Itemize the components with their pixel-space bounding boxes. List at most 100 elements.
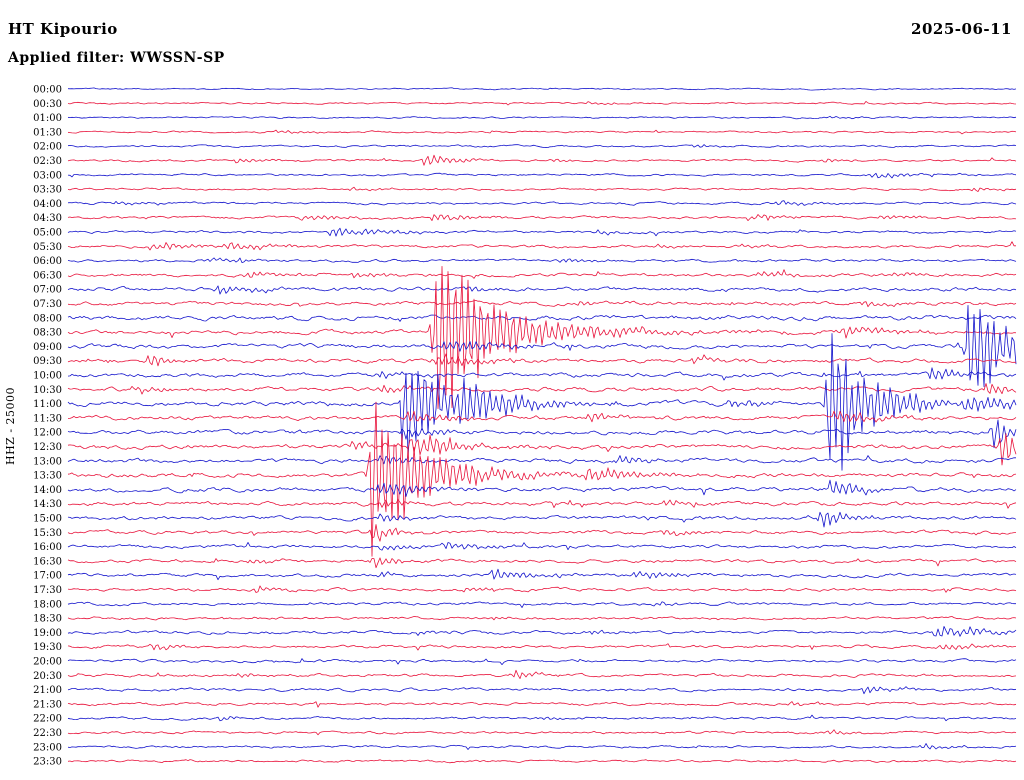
seismogram-trace [67, 144, 1017, 149]
seismogram-trace [67, 669, 1017, 679]
seismogram-trace [67, 129, 1017, 135]
seismogram-trace [67, 626, 1017, 637]
seismogram-trace [67, 568, 1017, 581]
seismogram-trace [67, 643, 1016, 651]
station-title: HT Kipourio [8, 20, 118, 38]
seismogram-trace [67, 186, 1017, 193]
seismogram-trace [67, 686, 1017, 695]
row-time-label: 04:30 [33, 213, 62, 224]
row-time-label: 13:00 [33, 456, 62, 467]
seismogram-trace [67, 401, 1017, 557]
seismogram-trace [67, 419, 1017, 449]
seismogram-trace [67, 511, 1017, 528]
row-time-label: 23:30 [33, 757, 62, 768]
row-time-label: 04:00 [33, 199, 62, 210]
row-time-label: 16:30 [33, 556, 62, 567]
seismogram-trace [67, 383, 1017, 395]
seismogram-trace [67, 759, 1017, 764]
row-time-label: 23:00 [33, 742, 62, 753]
row-time-label: 08:30 [33, 328, 62, 339]
row-time-label: 13:30 [33, 471, 62, 482]
row-time-label: 05:30 [33, 242, 62, 253]
row-time-label: 16:00 [33, 542, 62, 553]
row-time-label: 02:00 [33, 142, 62, 153]
row-time-label: 05:00 [33, 228, 62, 239]
row-time-label: 07:00 [33, 285, 62, 296]
seismogram-trace [67, 743, 1017, 750]
row-time-label: 03:00 [33, 170, 62, 181]
row-time-label: 06:00 [33, 256, 62, 267]
row-time-label: 00:30 [33, 99, 62, 110]
row-time-label: 15:00 [33, 514, 62, 525]
seismogram-trace [67, 729, 1017, 736]
row-time-label: 15:30 [33, 528, 62, 539]
row-time-label: 17:00 [33, 571, 62, 582]
seismogram-trace [67, 585, 1017, 593]
seismogram-trace [67, 172, 1017, 179]
seismogram-trace [67, 87, 1017, 91]
row-time-label: 14:00 [33, 485, 62, 496]
seismogram-trace [67, 524, 1016, 542]
seismogram-trace [67, 499, 1017, 509]
row-time-label: 22:30 [33, 728, 62, 739]
row-time-label: 09:30 [33, 356, 62, 367]
row-time-label: 17:30 [33, 585, 62, 596]
row-time-label: 22:00 [33, 714, 62, 725]
seismogram-trace [67, 214, 1017, 222]
row-time-label: 11:30 [33, 413, 62, 424]
date-label: 2025-06-11 [911, 20, 1012, 38]
seismogram-trace [67, 101, 1017, 106]
seismogram-trace [67, 658, 1017, 665]
seismogram-trace [67, 115, 1017, 120]
seismogram-trace [67, 241, 1016, 251]
seismogram-trace [67, 410, 1017, 423]
row-time-label: 19:30 [33, 642, 62, 653]
row-time-label: 20:00 [33, 657, 62, 668]
row-time-label: 14:30 [33, 499, 62, 510]
row-time-label: 01:30 [33, 127, 62, 138]
seismogram-trace [67, 200, 1017, 206]
seismogram-trace [67, 542, 1017, 551]
seismogram-trace [67, 353, 1016, 367]
row-time-label: 10:30 [33, 385, 62, 396]
seismogram-trace [67, 300, 1017, 308]
row-time-label: 09:00 [33, 342, 62, 353]
filter-label: Applied filter: WWSSN-SP [8, 50, 225, 66]
seismogram-trace [67, 269, 1017, 279]
seismogram-trace [67, 433, 1017, 466]
row-time-label: 08:00 [33, 313, 62, 324]
seismogram-trace [67, 616, 1017, 621]
row-time-label: 21:30 [33, 699, 62, 710]
seismogram-trace [67, 304, 1017, 388]
row-time-label: 10:00 [33, 371, 62, 382]
row-time-label: 01:00 [33, 113, 62, 124]
row-time-label: 18:00 [33, 599, 62, 610]
seismogram-trace [67, 701, 1017, 708]
row-time-label: 00:00 [33, 85, 62, 96]
seismogram-trace [67, 265, 1017, 410]
row-time-label: 19:00 [33, 628, 62, 639]
seismogram-trace [67, 714, 1017, 722]
seismogram-trace [67, 257, 1017, 264]
seismogram-trace [67, 333, 1017, 471]
row-time-label: 06:30 [33, 270, 62, 281]
row-time-label: 12:00 [33, 428, 62, 439]
seismogram-trace [67, 314, 1017, 322]
row-time-label: 21:00 [33, 685, 62, 696]
seismogram-trace [67, 154, 1017, 166]
row-time-label: 07:30 [33, 299, 62, 310]
row-time-label: 20:30 [33, 671, 62, 682]
seismogram-trace [67, 227, 1017, 237]
row-time-label: 18:30 [33, 614, 62, 625]
seismogram-trace [67, 557, 1017, 569]
row-time-label: 02:30 [33, 156, 62, 167]
seismogram-trace [67, 455, 1016, 465]
row-time-label: 03:30 [33, 185, 62, 196]
seismogram-trace [67, 285, 1017, 295]
row-time-label: 11:00 [33, 399, 62, 410]
seismogram-trace [67, 601, 1016, 608]
seismogram-trace [67, 367, 1017, 381]
seismogram-trace [67, 479, 1017, 497]
row-time-label: 12:30 [33, 442, 62, 453]
